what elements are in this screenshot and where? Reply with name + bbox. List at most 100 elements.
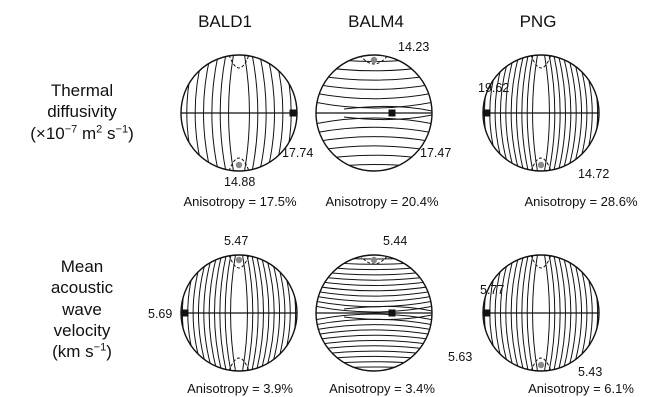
anisotropy-caption: Anisotropy = 28.6% — [524, 194, 638, 209]
minimum-marker — [235, 256, 243, 264]
minimum-marker — [537, 361, 545, 369]
unit-part: m — [77, 123, 97, 143]
stereonet-outline — [180, 54, 298, 172]
contour-line — [316, 126, 432, 134]
stereonet-outline — [482, 254, 600, 372]
contour-line — [316, 280, 432, 286]
maximum-marker — [289, 109, 297, 117]
contour-line — [316, 285, 432, 292]
maximum-marker — [483, 109, 491, 117]
stereonet-png-thermal — [482, 54, 600, 172]
contour-line — [316, 329, 432, 336]
row-label-thermal-diffusivity: Thermal diffusivity (×10−7 m2 s−1) — [2, 80, 162, 144]
minimum-contour — [228, 255, 250, 269]
anisotropy-caption: Anisotropy = 6.1% — [528, 381, 634, 396]
stereonet-balm4-thermal — [315, 54, 433, 172]
column-title-balm4: BALM4 — [348, 12, 404, 31]
minimum-marker — [537, 161, 545, 169]
contour-line — [316, 145, 432, 152]
minimum-contour — [530, 55, 552, 69]
stereonet-balm4-velocity — [315, 254, 433, 372]
min-value-label: 14.88 — [224, 175, 256, 189]
contour-line — [316, 340, 432, 346]
stereonet-bald1-velocity — [180, 254, 298, 372]
unit-exponent: −1 — [93, 341, 107, 354]
contour-line — [316, 92, 432, 100]
contour-line — [316, 324, 432, 331]
stereonet-outline — [315, 254, 433, 372]
unit-exponent: 2 — [96, 122, 103, 135]
contour-line — [343, 114, 432, 121]
stereonet-outline — [482, 54, 600, 172]
contour-line — [316, 83, 432, 90]
contour-line — [316, 74, 432, 81]
contour-line — [316, 355, 432, 361]
anisotropy-caption: Anisotropy = 3.9% — [187, 381, 293, 396]
unit-part: (×10 — [30, 123, 65, 143]
unit-part: (km s — [52, 342, 94, 361]
contour-line — [316, 361, 432, 366]
maximum-marker — [483, 309, 491, 317]
row-label-line: (×10−7 m2 s−1) — [2, 123, 162, 144]
contour-line — [316, 275, 432, 281]
maximum-marker — [388, 309, 396, 317]
row-label-line: velocity — [53, 320, 111, 340]
contour-line — [316, 305, 432, 313]
contour-line — [316, 295, 432, 302]
stereonet-outline — [180, 254, 298, 372]
contour-line — [343, 314, 432, 321]
unit-part: s — [102, 123, 116, 143]
contour-line — [316, 265, 432, 271]
min-value-label: 14.72 — [578, 167, 610, 181]
row-label-line: (km s−1) — [22, 341, 142, 362]
contour-line — [316, 136, 432, 143]
column-title-bald1: BALD1 — [198, 12, 252, 31]
row-label-line: wave — [62, 299, 102, 319]
anisotropy-caption: Anisotropy = 3.4% — [329, 381, 435, 396]
contour-line — [316, 154, 432, 161]
minimum-contour — [359, 55, 389, 65]
maximum-marker — [388, 109, 396, 117]
row-label-line: diffusivity — [47, 102, 117, 122]
row-label-line: acoustic — [50, 278, 114, 298]
minimum-contour — [359, 255, 389, 265]
max-value-label: 17.47 — [420, 146, 452, 160]
contour-line — [316, 290, 432, 297]
contour-line — [316, 101, 432, 109]
contour-line — [316, 164, 432, 170]
unit-exponent: −7 — [64, 122, 78, 135]
contour-line — [316, 334, 432, 341]
minimum-contour — [530, 255, 552, 269]
minimum-contour — [530, 357, 552, 371]
stereonet-outline — [315, 54, 433, 172]
column-title-png: PNG — [519, 12, 557, 31]
stereonet-png-velocity — [482, 254, 600, 372]
contour-line — [316, 117, 432, 125]
contour-line — [316, 366, 432, 371]
maximum-marker — [181, 309, 189, 317]
max-value-label: 17.74 — [282, 146, 314, 160]
minimum-marker — [370, 256, 378, 264]
stereonet-bald1-thermal — [180, 54, 298, 172]
row-label-acoustic-velocity: Mean acoustic wave velocity (km s−1) — [22, 256, 142, 362]
anisotropy-caption: Anisotropy = 17.5% — [183, 194, 297, 209]
contour-line — [316, 65, 432, 72]
contour-line — [343, 105, 432, 112]
max-value-label: 5.63 — [448, 350, 473, 364]
minimum-contour — [228, 157, 250, 171]
minimum-marker — [235, 161, 243, 169]
anisotropy-caption: Anisotropy = 20.4% — [325, 194, 439, 209]
unit-part: ) — [106, 342, 112, 361]
row-label-line: Thermal — [50, 81, 114, 100]
contour-line — [316, 313, 432, 321]
minimum-contour — [228, 55, 250, 69]
max-value-label: 5.69 — [148, 307, 173, 321]
unit-part: ) — [128, 123, 134, 143]
min-value-label: 5.47 — [224, 234, 249, 248]
unit-exponent: −1 — [115, 122, 129, 135]
max-value-label: 19.62 — [478, 81, 510, 95]
contour-line — [343, 305, 432, 312]
minimum-contour — [530, 157, 552, 171]
row-label-line: Mean — [60, 257, 104, 276]
min-value-label: 14.23 — [398, 40, 430, 54]
